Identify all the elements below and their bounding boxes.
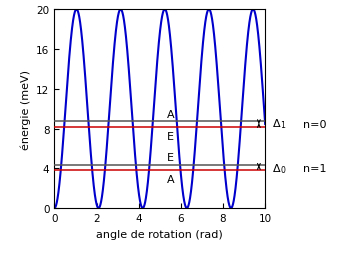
Text: $\Delta_{\,1}$: $\Delta_{\,1}$	[272, 117, 287, 131]
Text: A: A	[167, 174, 174, 185]
Text: E: E	[167, 131, 174, 141]
X-axis label: angle de rotation (rad): angle de rotation (rad)	[97, 229, 223, 239]
Text: n=1: n=1	[303, 163, 327, 173]
Y-axis label: énergie (meV): énergie (meV)	[20, 69, 31, 149]
Text: n=0: n=0	[303, 119, 327, 129]
Text: E: E	[167, 153, 174, 163]
Text: $\Delta_{\,0}$: $\Delta_{\,0}$	[272, 161, 287, 175]
Text: A: A	[167, 109, 174, 119]
